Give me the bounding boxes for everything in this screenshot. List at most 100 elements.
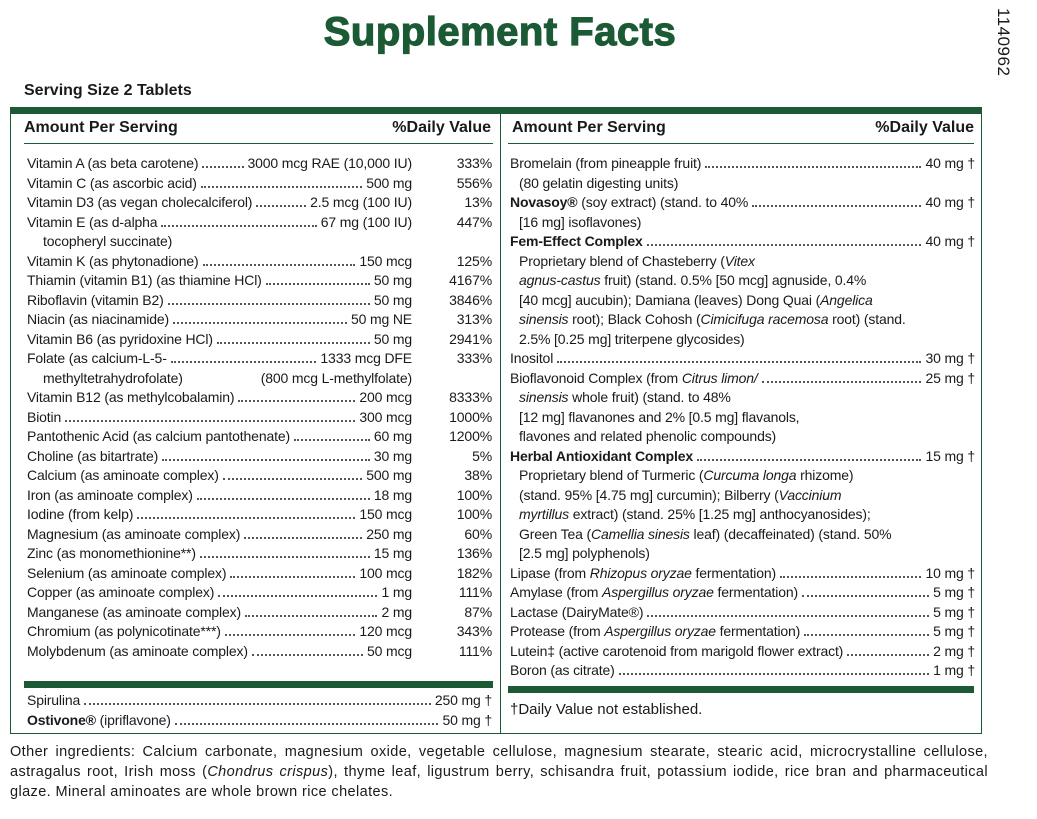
text-segment: Lactase (DairyMate®) <box>510 603 644 620</box>
amount: 250 mg † <box>434 692 492 708</box>
daily-value: 136% <box>456 545 492 561</box>
text-segment: Zinc (as monomethionine**) <box>27 545 196 561</box>
amount: 1 mg † <box>933 662 975 678</box>
text-segment: Folate (as calcium-L-5- <box>27 350 167 366</box>
row-line: Magnesium (as aminoate complex) 250 mg 60% <box>27 525 492 545</box>
nutrient-name: Iron (as aminoate complex) <box>27 486 193 506</box>
nutrient-name: Bromelain (from pineapple fruit) <box>510 154 701 174</box>
amount: 15 mg † <box>925 447 975 464</box>
nutrient-name: Lipase (from Rhizopus oryzae fermentatio… <box>510 564 776 584</box>
text-segment: (80 gelatin digesting units) <box>519 174 679 191</box>
dot-leader <box>245 603 378 617</box>
nutrient-name: (80 gelatin digesting units) <box>510 174 678 194</box>
text-segment: Lutein‡ (active carotenoid from marigold… <box>510 642 844 659</box>
dot-leader <box>293 427 370 441</box>
daily-value <box>412 369 492 389</box>
text-segment: (stand. 95% [4.75 mg] curcumin); Bilberr… <box>519 486 779 503</box>
nutrient-row: Lutein‡ (active carotenoid from marigold… <box>510 642 975 662</box>
dot-leader <box>557 349 922 363</box>
amount: 5 mg † <box>933 623 975 639</box>
nutrient-name: Selenium (as aminoate complex) <box>27 564 227 584</box>
spacer <box>906 310 975 330</box>
text-segment: Selenium (as aminoate complex) <box>27 564 227 581</box>
row-line: (stand. 95% [4.75 mg] curcumin); Bilberr… <box>510 486 975 506</box>
nutrient-name: Vitamin E (as d-alpha <box>27 213 158 233</box>
daily-value: 125% <box>456 252 492 269</box>
text-segment: methyltetrahydrofolate) <box>43 369 183 386</box>
amount: 2 mg <box>381 603 412 620</box>
daily-value: 8333% <box>449 389 492 405</box>
text-segment: myrtillus <box>519 506 569 522</box>
text-segment: Novasoy® <box>510 194 578 210</box>
amount: 300 mcg <box>359 408 412 425</box>
row-line: sinensis root); Black Cohosh (Cimicifuga… <box>510 310 975 330</box>
dot-leader <box>256 193 307 207</box>
row-line: Proprietary blend of Chasteberry (Vitex <box>510 252 975 272</box>
row-line: Iodine (from kelp) 150 mcg 100% <box>27 505 492 525</box>
row-line: Amylase (from Aspergillus oryzae ferment… <box>510 583 975 603</box>
nutrient-name: Vitamin D3 (as vegan cholecalciferol) <box>27 193 252 213</box>
row-line: Proprietary blend of Turmeric (Curcuma l… <box>510 466 975 486</box>
row-line: Niacin (as niacinamide) 50 mg NE 313% <box>27 310 492 330</box>
nutrient-row: Iodine (from kelp) 150 mcg 100% <box>27 505 492 525</box>
dot-leader <box>202 154 244 168</box>
text-segment: Iron (as aminoate complex) <box>27 486 193 503</box>
row-line: Folate (as calcium-L-5- 1333 mcg DFE 333% <box>27 349 492 369</box>
row-line: Iron (as aminoate complex) 18 mg 100% <box>27 486 492 506</box>
dot-leader <box>224 622 356 636</box>
text-segment: sinensis <box>519 389 569 405</box>
row-line: Inositol 30 mg † <box>510 349 975 369</box>
row-line: Biotin 300 mcg 1000% <box>27 408 492 428</box>
dot-leader <box>244 525 363 539</box>
text-segment: Chondrus crispus <box>207 764 329 780</box>
row-line: Vitamin B12 (as methylcobalamin) 200 mcg 8… <box>27 388 492 408</box>
nutrient-row: Protease (from Aspergillus oryzae fermen… <box>510 622 975 642</box>
row-line: Vitamin C (as ascorbic acid) 500 mg 556% <box>27 174 492 194</box>
dot-leader <box>216 330 370 344</box>
text-segment: (ipriflavone) <box>95 711 171 728</box>
row-line: Molybdenum (as aminoate complex) 50 mcg 11… <box>27 642 492 662</box>
row-line: Vitamin E (as d-alpha 67 mg (100 IU) 447% <box>27 213 492 233</box>
amount: 250 mg <box>366 525 412 542</box>
amount: 5 mg † <box>933 603 975 620</box>
table-frame <box>10 107 982 734</box>
text-segment: Vitamin A (as beta carotene) <box>27 155 199 171</box>
product-code: 1140962 <box>994 8 1013 77</box>
spacer <box>853 466 975 486</box>
dot-leader <box>804 622 930 636</box>
row-line: Vitamin B6 (as pyridoxine HCl) 50 mg 2941% <box>27 330 492 350</box>
row-line: Riboflavin (vitamin B2) 50 mg 3846% <box>27 291 492 311</box>
nutrient-name: Molybdenum (as aminoate complex) <box>27 642 248 662</box>
daily-value: 111% <box>458 642 492 659</box>
nutrient-row: Boron (as citrate) 1 mg † <box>510 661 975 681</box>
nutrient-row: Ostivone® (ipriflavone) 50 mg † <box>27 711 492 731</box>
amount: 50 mg <box>373 291 412 308</box>
header-rule <box>508 143 974 144</box>
dot-leader <box>618 661 930 675</box>
nutrient-name: agnus-castus fruit) (stand. 0.5% [50 mcg… <box>510 271 866 291</box>
dot-leader <box>780 564 922 578</box>
daily-value: 3846% <box>449 291 492 308</box>
nutrient-name: Magnesium (as aminoate complex) <box>27 525 240 545</box>
nutrient-row: Amylase (from Aspergillus oryzae ferment… <box>510 583 975 603</box>
text-segment: Angelica <box>820 291 873 308</box>
dot-leader <box>170 349 317 363</box>
top-bar <box>10 107 982 114</box>
nutrient-name: myrtillus extract) (stand. 25% [1.25 mg]… <box>510 505 871 525</box>
dv-header: %Daily Value <box>392 119 491 136</box>
nutrient-row: Folate (as calcium-L-5- 1333 mcg DFE 333% m… <box>27 349 492 388</box>
dot-leader <box>222 466 363 480</box>
nutrient-row: Biotin 300 mcg 1000% <box>27 408 492 428</box>
nutrient-name: Pantothenic Acid (as calcium pantothenat… <box>27 427 290 447</box>
nutrient-name: Niacin (as niacinamide) <box>27 310 169 330</box>
nutrient-name: Amylase (from Aspergillus oryzae ferment… <box>510 583 798 603</box>
text-segment: Spirulina <box>27 692 81 708</box>
amount: 200 mcg <box>359 389 412 405</box>
nutrient-name: Fem-Effect Complex <box>510 232 643 252</box>
spacer <box>871 505 975 525</box>
dot-leader <box>137 505 356 519</box>
daily-value: 556% <box>456 174 492 191</box>
right-rows: Bromelain (from pineapple fruit) 40 mg † (… <box>510 154 975 681</box>
nutrient-row: Calcium (as aminoate complex) 500 mg 38% <box>27 466 492 486</box>
